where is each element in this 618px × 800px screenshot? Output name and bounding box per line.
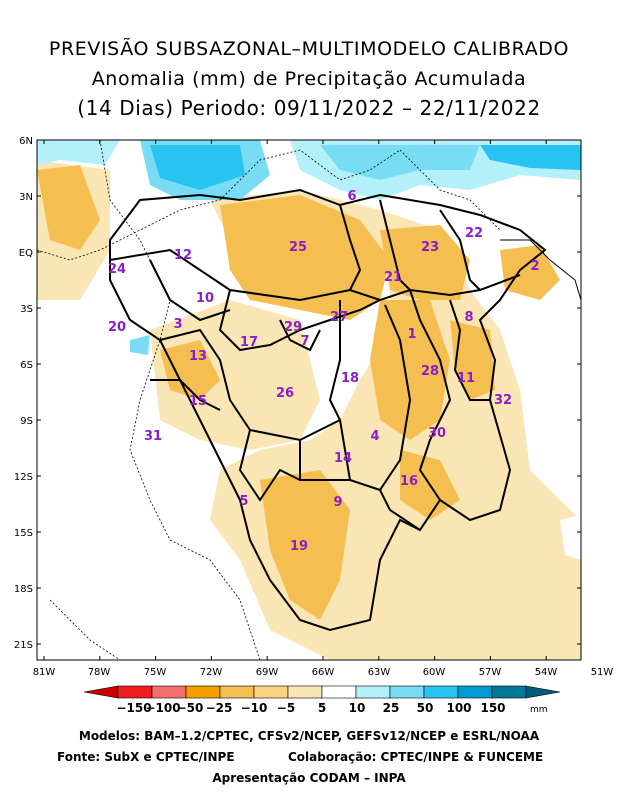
x-tick-78w: 78W — [88, 667, 111, 678]
colorbar-labels: −150 −100 −50 −25 −10 −5 5 10 25 50 100 … — [116, 701, 505, 715]
basin-label-15: 15 — [189, 394, 207, 409]
colorbar-label-100: 100 — [446, 701, 471, 715]
colorbar-box — [287, 685, 323, 699]
basin-label-27: 27 — [330, 310, 348, 325]
basin-label-25: 25 — [289, 240, 307, 255]
x-tick-72w: 72W — [200, 667, 223, 678]
footer-source: Fonte: SubX e CPTEC/INPE — [57, 750, 235, 764]
x-tick-51w: 51W — [591, 667, 614, 678]
basin-label-10: 10 — [196, 291, 214, 306]
basin-label-5: 5 — [239, 494, 248, 509]
basin-label-32: 32 — [494, 393, 512, 408]
basin-label-26: 26 — [276, 386, 294, 401]
basin-label-18: 18 — [341, 371, 359, 386]
colorbar-label-m25: −25 — [206, 701, 233, 715]
y-tick-6s: 6S — [20, 360, 33, 371]
y-tick-21s: 21S — [14, 640, 33, 651]
basin-label-12: 12 — [174, 248, 192, 263]
colorbar-arrow-left — [83, 685, 119, 699]
colorbar-boxes — [83, 685, 561, 699]
basin-label-2: 2 — [530, 259, 539, 274]
y-tick-eq: EQ — [19, 248, 33, 259]
basin-label-17: 17 — [240, 335, 258, 350]
y-tick-9s: 9S — [20, 416, 33, 427]
basin-boundaries — [109, 188, 547, 632]
footer-collab: Colaboração: CPTEC/INPE & FUNCEME — [288, 750, 544, 764]
title-line-3: (14 Dias) Periodo: 09/11/2022 – 22/11/20… — [77, 96, 541, 120]
y-tick-3n: 3N — [19, 192, 33, 203]
basin-label-31: 31 — [144, 429, 162, 444]
x-axis-labels: 81W 78W 75W 72W 69W 66W 63W 60W 57W 54W … — [33, 667, 614, 678]
basin-label-14: 14 — [334, 451, 352, 466]
basin-label-3: 3 — [173, 317, 182, 332]
y-tick-3s: 3S — [20, 304, 33, 315]
x-tick-81w: 81W — [33, 667, 56, 678]
colorbar-label-m50: −50 — [177, 701, 204, 715]
title-line-2: Anomalia (mm) de Precipitação Acumulada — [91, 68, 527, 90]
basin-label-23: 23 — [421, 240, 439, 255]
basin-label-9: 9 — [333, 495, 342, 510]
footer-models: Modelos: BAM–1.2/CPTEC, CFSv2/NCEP, GEFS… — [78, 729, 540, 743]
basin-label-29: 29 — [284, 320, 302, 335]
x-tick-75w: 75W — [144, 667, 167, 678]
colorbar-box — [253, 685, 289, 699]
colorbar-box — [321, 685, 357, 699]
colorbar-label-10: 10 — [349, 701, 366, 715]
basin-label-30: 30 — [428, 426, 446, 441]
footer-presentation: Apresentação CODAM – INPA — [212, 771, 406, 785]
colorbar-box — [423, 685, 459, 699]
colorbar-label-m150: −150 — [116, 701, 151, 715]
colorbar-label-m5: −5 — [277, 701, 295, 715]
colorbar-label-m10: −10 — [241, 701, 268, 715]
basin-label-13: 13 — [189, 349, 207, 364]
colorbar-label-150: 150 — [480, 701, 505, 715]
basin-label-22: 22 — [465, 226, 483, 241]
colorbar-box — [389, 685, 425, 699]
basin-label-24: 24 — [108, 262, 126, 277]
plot-frame — [36, 139, 582, 661]
colorbar: −150 −100 −50 −25 −10 −5 5 10 25 50 100 … — [83, 685, 561, 715]
colorbar-box — [491, 685, 527, 699]
y-tick-18s: 18S — [14, 584, 33, 595]
basin-label-21: 21 — [384, 270, 402, 285]
title-line-1: PREVISÃO SUBSAZONAL–MULTIMODELO CALIBRAD… — [48, 38, 570, 60]
colorbar-box — [355, 685, 391, 699]
colorbar-box — [457, 685, 493, 699]
x-tick-63w: 63W — [368, 667, 391, 678]
basin-labels: 1 2 3 4 5 6 7 8 9 10 11 12 13 14 15 16 1… — [108, 189, 540, 554]
colorbar-box — [185, 685, 221, 699]
colorbar-label-5: 5 — [318, 701, 326, 715]
basin-label-16: 16 — [400, 474, 418, 489]
precipitation-anomaly-map: 1 2 3 4 5 6 7 8 9 10 11 12 13 14 15 16 1… — [14, 136, 614, 678]
colorbar-label-50: 50 — [417, 701, 434, 715]
colorbar-label-25: 25 — [383, 701, 400, 715]
colorbar-unit: mm — [530, 705, 548, 715]
x-tick-54w: 54W — [535, 667, 558, 678]
basin-label-20: 20 — [108, 320, 126, 335]
colorbar-box — [219, 685, 255, 699]
colorbar-arrow-right — [525, 685, 561, 699]
y-tick-15s: 15S — [14, 528, 33, 539]
colorbar-box — [151, 685, 187, 699]
basin-label-6: 6 — [347, 189, 356, 204]
axis-ticks — [37, 139, 581, 660]
y-axis-labels: 6N 3N EQ 3S 6S 9S 12S 15S 18S 21S — [14, 136, 33, 651]
x-tick-57w: 57W — [479, 667, 502, 678]
basin-label-8: 8 — [464, 310, 473, 325]
colorbar-label-m100: −100 — [145, 701, 180, 715]
basin-label-19: 19 — [290, 539, 308, 554]
x-tick-60w: 60W — [423, 667, 446, 678]
basin-label-7: 7 — [300, 334, 309, 349]
y-tick-6n: 6N — [19, 136, 33, 147]
basin-label-28: 28 — [421, 364, 439, 379]
coastline — [500, 239, 581, 301]
basin-label-4: 4 — [370, 429, 379, 444]
x-tick-66w: 66W — [312, 667, 335, 678]
country-borders — [37, 140, 501, 660]
y-tick-12s: 12S — [14, 472, 33, 483]
basin-label-11: 11 — [457, 371, 475, 386]
x-tick-69w: 69W — [256, 667, 279, 678]
basin-label-1: 1 — [407, 327, 416, 342]
colorbar-box — [117, 685, 153, 699]
